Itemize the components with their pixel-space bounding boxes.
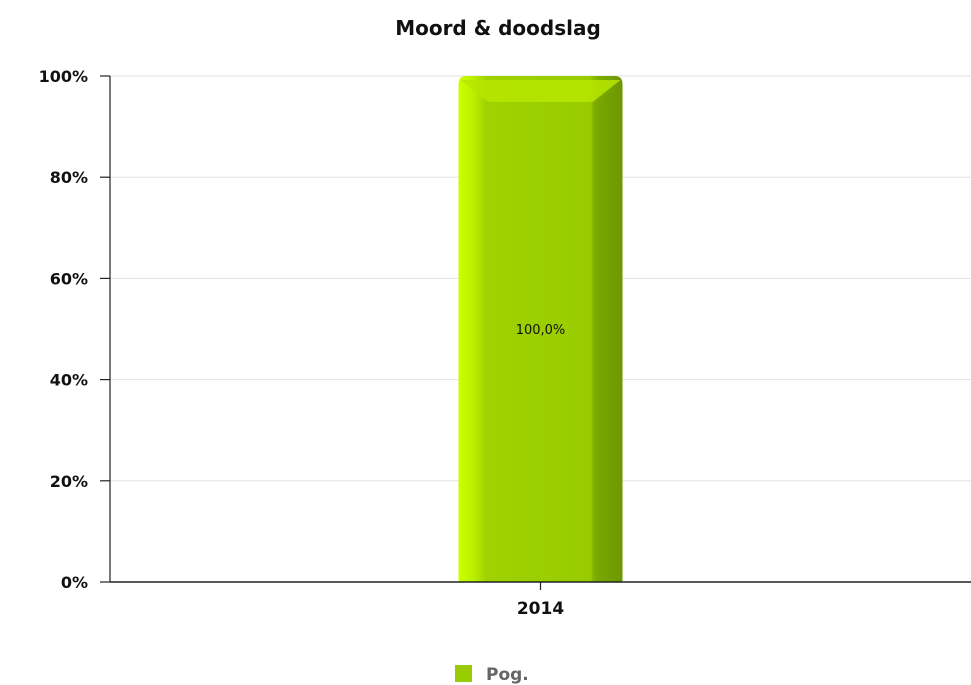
y-tick-label: 40% — [50, 371, 88, 390]
legend[interactable]: Pog. — [455, 665, 529, 685]
legend-swatch[interactable] — [455, 665, 472, 682]
y-tick-label: 100% — [39, 67, 88, 86]
y-tick-label: 80% — [50, 168, 88, 187]
bar-2014[interactable] — [458, 76, 623, 582]
legend-label[interactable]: Pog. — [486, 665, 529, 685]
bars — [458, 76, 623, 582]
bar-bevel-right — [592, 86, 623, 582]
labels: 0% 20% 40% 60% 80% 100% 100,0% 2014 — [39, 67, 566, 619]
chart-title: Moord & doodslag — [395, 16, 601, 40]
axes — [100, 75, 971, 590]
x-tick-label: 2014 — [517, 599, 564, 619]
y-tick-label: 20% — [50, 472, 88, 491]
y-tick-label: 60% — [50, 269, 88, 288]
bar-bevel-top — [460, 80, 621, 102]
data-label: 100,0% — [516, 323, 566, 338]
y-tick-label: 0% — [61, 573, 88, 592]
